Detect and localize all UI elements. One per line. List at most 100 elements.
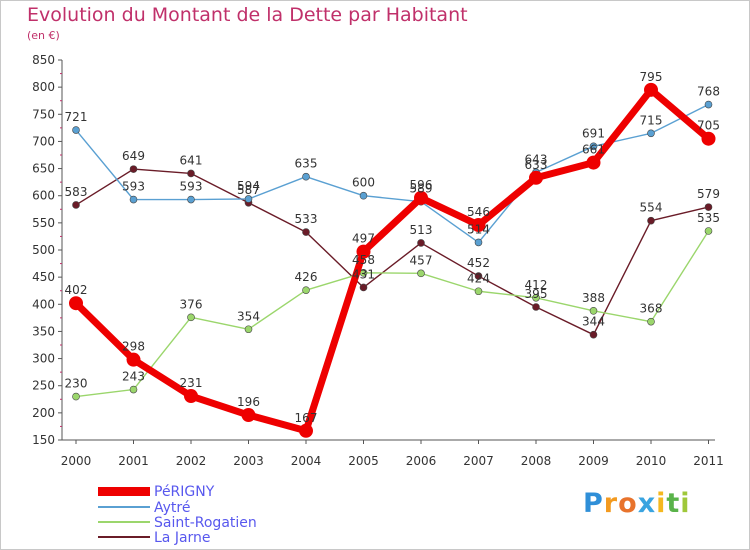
data-label: 424 (467, 271, 490, 285)
logo-letter: o (618, 488, 638, 519)
data-label: 431 (352, 267, 375, 281)
y-tick-label: 850 (32, 53, 55, 67)
data-label: 231 (180, 376, 203, 390)
data-point (414, 190, 428, 205)
data-label: 691 (582, 126, 605, 140)
data-point (644, 82, 658, 97)
logo-letter: P (583, 488, 604, 519)
data-point (72, 201, 80, 209)
x-tick-label: 2000 (61, 454, 92, 468)
x-tick-label: 2007 (463, 454, 494, 468)
data-label: 661 (582, 143, 605, 157)
data-point (704, 203, 713, 211)
logo-letter: x (637, 488, 657, 519)
data-label: 795 (640, 70, 663, 84)
legend-swatch (98, 487, 150, 496)
data-label: 593 (180, 180, 203, 194)
data-point (529, 170, 543, 185)
data-label: 583 (65, 185, 88, 199)
x-tick-label: 2003 (233, 454, 264, 468)
data-point (474, 272, 483, 280)
data-point (302, 286, 310, 294)
data-label: 426 (295, 270, 318, 284)
data-label: 298 (122, 340, 145, 354)
legend-label: Aytré (154, 500, 191, 516)
data-label: 594 (237, 179, 260, 193)
data-point (302, 228, 310, 236)
y-tick-label: 700 (32, 134, 55, 148)
data-point (126, 352, 141, 367)
data-point (241, 408, 256, 423)
data-point (647, 129, 655, 138)
data-label: 452 (467, 256, 490, 270)
data-point (184, 389, 198, 404)
data-label: 368 (640, 302, 663, 316)
data-point (187, 313, 195, 322)
data-label: 721 (65, 110, 88, 124)
data-label: 354 (237, 309, 260, 323)
data-label: 196 (237, 395, 260, 409)
x-tick-label: 2006 (406, 454, 437, 468)
data-label: 533 (295, 212, 318, 226)
x-tick-label: 2010 (636, 454, 667, 468)
y-tick-label: 200 (32, 406, 55, 420)
data-point (474, 238, 483, 247)
data-point (704, 227, 713, 235)
data-point (417, 269, 425, 278)
x-tick-label: 2002 (176, 454, 207, 468)
data-label: 535 (697, 211, 720, 225)
legend-label: La Jarne (154, 530, 211, 546)
data-label: 554 (640, 201, 663, 215)
data-point (704, 100, 713, 109)
legend-label: Saint-Rogatien (154, 515, 257, 531)
series-line (75, 230, 710, 398)
data-point (129, 385, 138, 394)
y-tick-label: 550 (32, 216, 55, 230)
proxiti-logo: Proxiti (583, 488, 691, 519)
data-label: 402 (65, 283, 88, 297)
data-label: 705 (697, 119, 720, 133)
data-label: 587 (237, 183, 260, 197)
y-tick-label: 250 (32, 379, 55, 393)
data-point (586, 155, 601, 170)
data-point (356, 244, 371, 259)
chart-subtitle: (en €) (27, 29, 60, 42)
data-label: 715 (640, 113, 663, 127)
y-tick-label: 400 (32, 297, 55, 311)
data-label: 589 (410, 182, 433, 196)
data-point (69, 296, 83, 311)
data-label: 514 (467, 222, 490, 236)
data-point (129, 165, 138, 173)
data-label: 513 (410, 223, 433, 237)
data-point (701, 131, 716, 146)
data-point (187, 169, 195, 178)
data-label: 546 (467, 205, 490, 219)
data-point (532, 303, 540, 311)
data-label: 641 (180, 153, 203, 167)
chart-title: Evolution du Montant de la Dette par Hab… (27, 4, 468, 26)
data-label: 649 (122, 149, 145, 163)
data-label: 344 (582, 315, 605, 329)
data-label: 643 (525, 152, 548, 166)
data-label: 635 (295, 157, 318, 171)
data-point (359, 283, 368, 292)
data-point (129, 195, 138, 204)
data-label: 243 (122, 370, 145, 384)
data-label: 395 (525, 287, 548, 301)
data-point (244, 325, 253, 334)
data-point (532, 293, 540, 302)
data-point (474, 287, 483, 296)
data-label: 596 (410, 178, 433, 192)
data-label: 768 (697, 85, 720, 99)
data-label: 593 (122, 180, 145, 194)
data-point (244, 195, 253, 203)
legend-swatch (98, 506, 150, 508)
data-label: 457 (410, 253, 433, 267)
data-label: 388 (582, 291, 605, 305)
series-line (75, 168, 709, 336)
data-point (299, 423, 313, 438)
x-tick-label: 2008 (521, 454, 552, 468)
data-label: 167 (295, 411, 318, 425)
y-tick-label: 600 (32, 189, 55, 203)
